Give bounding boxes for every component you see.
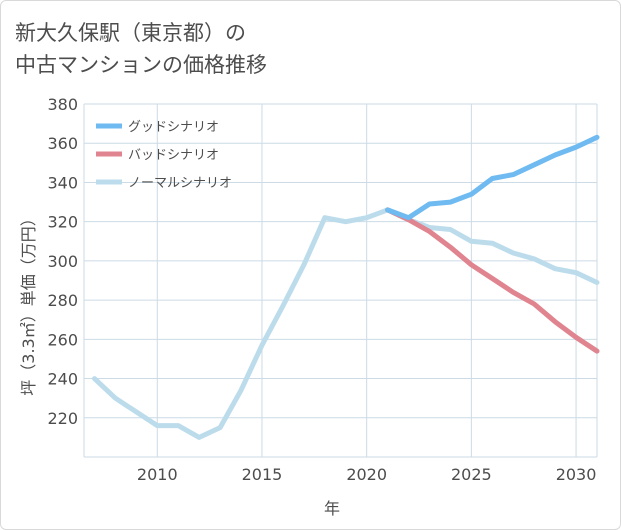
- x-tick-label: 2010: [137, 465, 178, 484]
- y-tick-label: 300: [47, 252, 78, 271]
- y-axis-label: 坪（3.3㎡）単価（万円）: [19, 210, 38, 395]
- series-line-bad: [385, 207, 600, 354]
- series-line-good: [385, 134, 600, 221]
- chart-title-line1: 新大久保駅（東京都）の: [15, 21, 246, 45]
- y-tick-label: 360: [47, 134, 78, 153]
- x-tick-label: 2020: [346, 465, 387, 484]
- x-tick-label: 2025: [451, 465, 492, 484]
- y-axis-ticks: 220 240 260 280 300 320 340 360 380: [47, 95, 78, 428]
- y-tick-label: 220: [47, 409, 78, 428]
- legend-label-good: グッドシナリオ: [128, 120, 219, 135]
- x-axis-label: 年: [324, 499, 340, 518]
- x-tick-label: 2030: [556, 465, 597, 484]
- y-tick-label: 260: [47, 330, 78, 349]
- y-tick-label: 320: [47, 213, 78, 232]
- grid-lines: [83, 103, 598, 458]
- chart-title: 新大久保駅（東京都）の 中古マンションの価格推移: [15, 17, 267, 81]
- y-tick-label: 240: [47, 370, 78, 389]
- x-tick-label: 2015: [242, 465, 283, 484]
- y-tick-label: 280: [47, 291, 78, 310]
- chart-title-line2: 中古マンションの価格推移: [15, 53, 267, 77]
- legend-label-normal: ノーマルシナリオ: [128, 176, 232, 191]
- legend-label-bad: バッドシナリオ: [128, 148, 219, 163]
- y-tick-label: 340: [47, 173, 78, 192]
- y-tick-label: 380: [47, 95, 78, 114]
- series-lines: [92, 134, 600, 440]
- x-axis-ticks: 2010 2015 2020 2025 2030: [137, 465, 596, 484]
- series-line-normal: [92, 207, 600, 440]
